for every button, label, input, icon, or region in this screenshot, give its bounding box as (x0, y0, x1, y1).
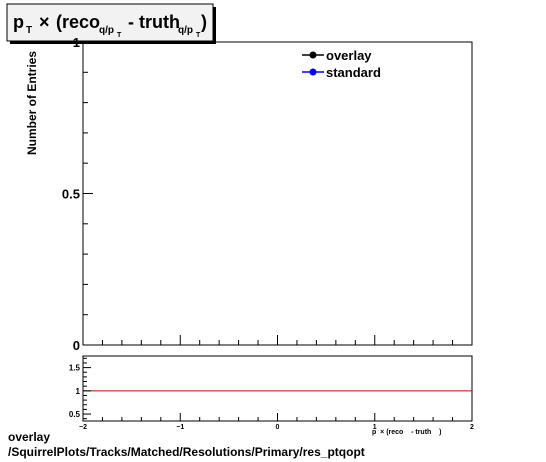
main-y-tick-label: 0.5 (62, 187, 80, 202)
title-truth-subsub: T (196, 32, 201, 39)
ratio-x-tick-label: −2 (79, 424, 87, 431)
main-axis-ticks (82, 41, 473, 346)
title-base-sub: T (26, 25, 32, 36)
svg-text:p T × (reco: p T × (reco q/p T - truth q/p T ) (13, 12, 207, 41)
ratio-y-tick-labels: 0.5 1 1.5 (69, 364, 81, 419)
title-close: ) (201, 12, 207, 32)
title-truth-sub: q/p (178, 25, 193, 36)
title-base: p (13, 12, 24, 32)
ratio-axis-ticks (82, 357, 473, 421)
ratio-x-tick-label: −1 (176, 424, 184, 431)
ratio-y-tick-label: 1.5 (69, 364, 81, 373)
x-axis-label: p × (reco - truth ) (372, 429, 441, 436)
legend: overlay standard (302, 48, 381, 80)
main-plot-frame (82, 41, 473, 346)
legend-marker-overlay (309, 51, 317, 59)
ratio-x-tick-label: 1 (373, 424, 377, 431)
main-y-tick-label: 0 (73, 338, 80, 353)
title-reco-subsub: T (117, 32, 122, 39)
ratio-plot-frame (82, 355, 473, 422)
y-axis-label: Number of Entries (25, 51, 39, 155)
legend-marker-standard (309, 68, 317, 76)
legend-label-standard: standard (326, 65, 381, 80)
main-y-tick-label: 1 (73, 35, 80, 50)
ratio-y-tick-label: 0.5 (69, 410, 81, 419)
title-reco: (reco (56, 12, 100, 32)
footer-path: /SquirrelPlots/Tracks/Matched/Resolution… (8, 445, 365, 459)
plot-title: p T × (reco q/p T - truth q/p T ) (6, 3, 216, 44)
ratio-y-tick-label: 1 (76, 387, 81, 396)
ratio-x-tick-labels: −2 −1 0 1 2 (79, 424, 474, 431)
ratio-x-tick-label: 0 (276, 424, 280, 431)
main-y-tick-labels: 00.51 (62, 35, 80, 353)
title-times: × (39, 12, 50, 32)
legend-label-overlay: overlay (326, 48, 372, 63)
ratio-x-tick-label: 2 (470, 424, 474, 431)
title-minus-truth: - truth (123, 12, 180, 32)
title-reco-sub: q/p (99, 25, 114, 36)
footer-label-overlay: overlay (8, 430, 51, 444)
title-box (6, 3, 214, 42)
